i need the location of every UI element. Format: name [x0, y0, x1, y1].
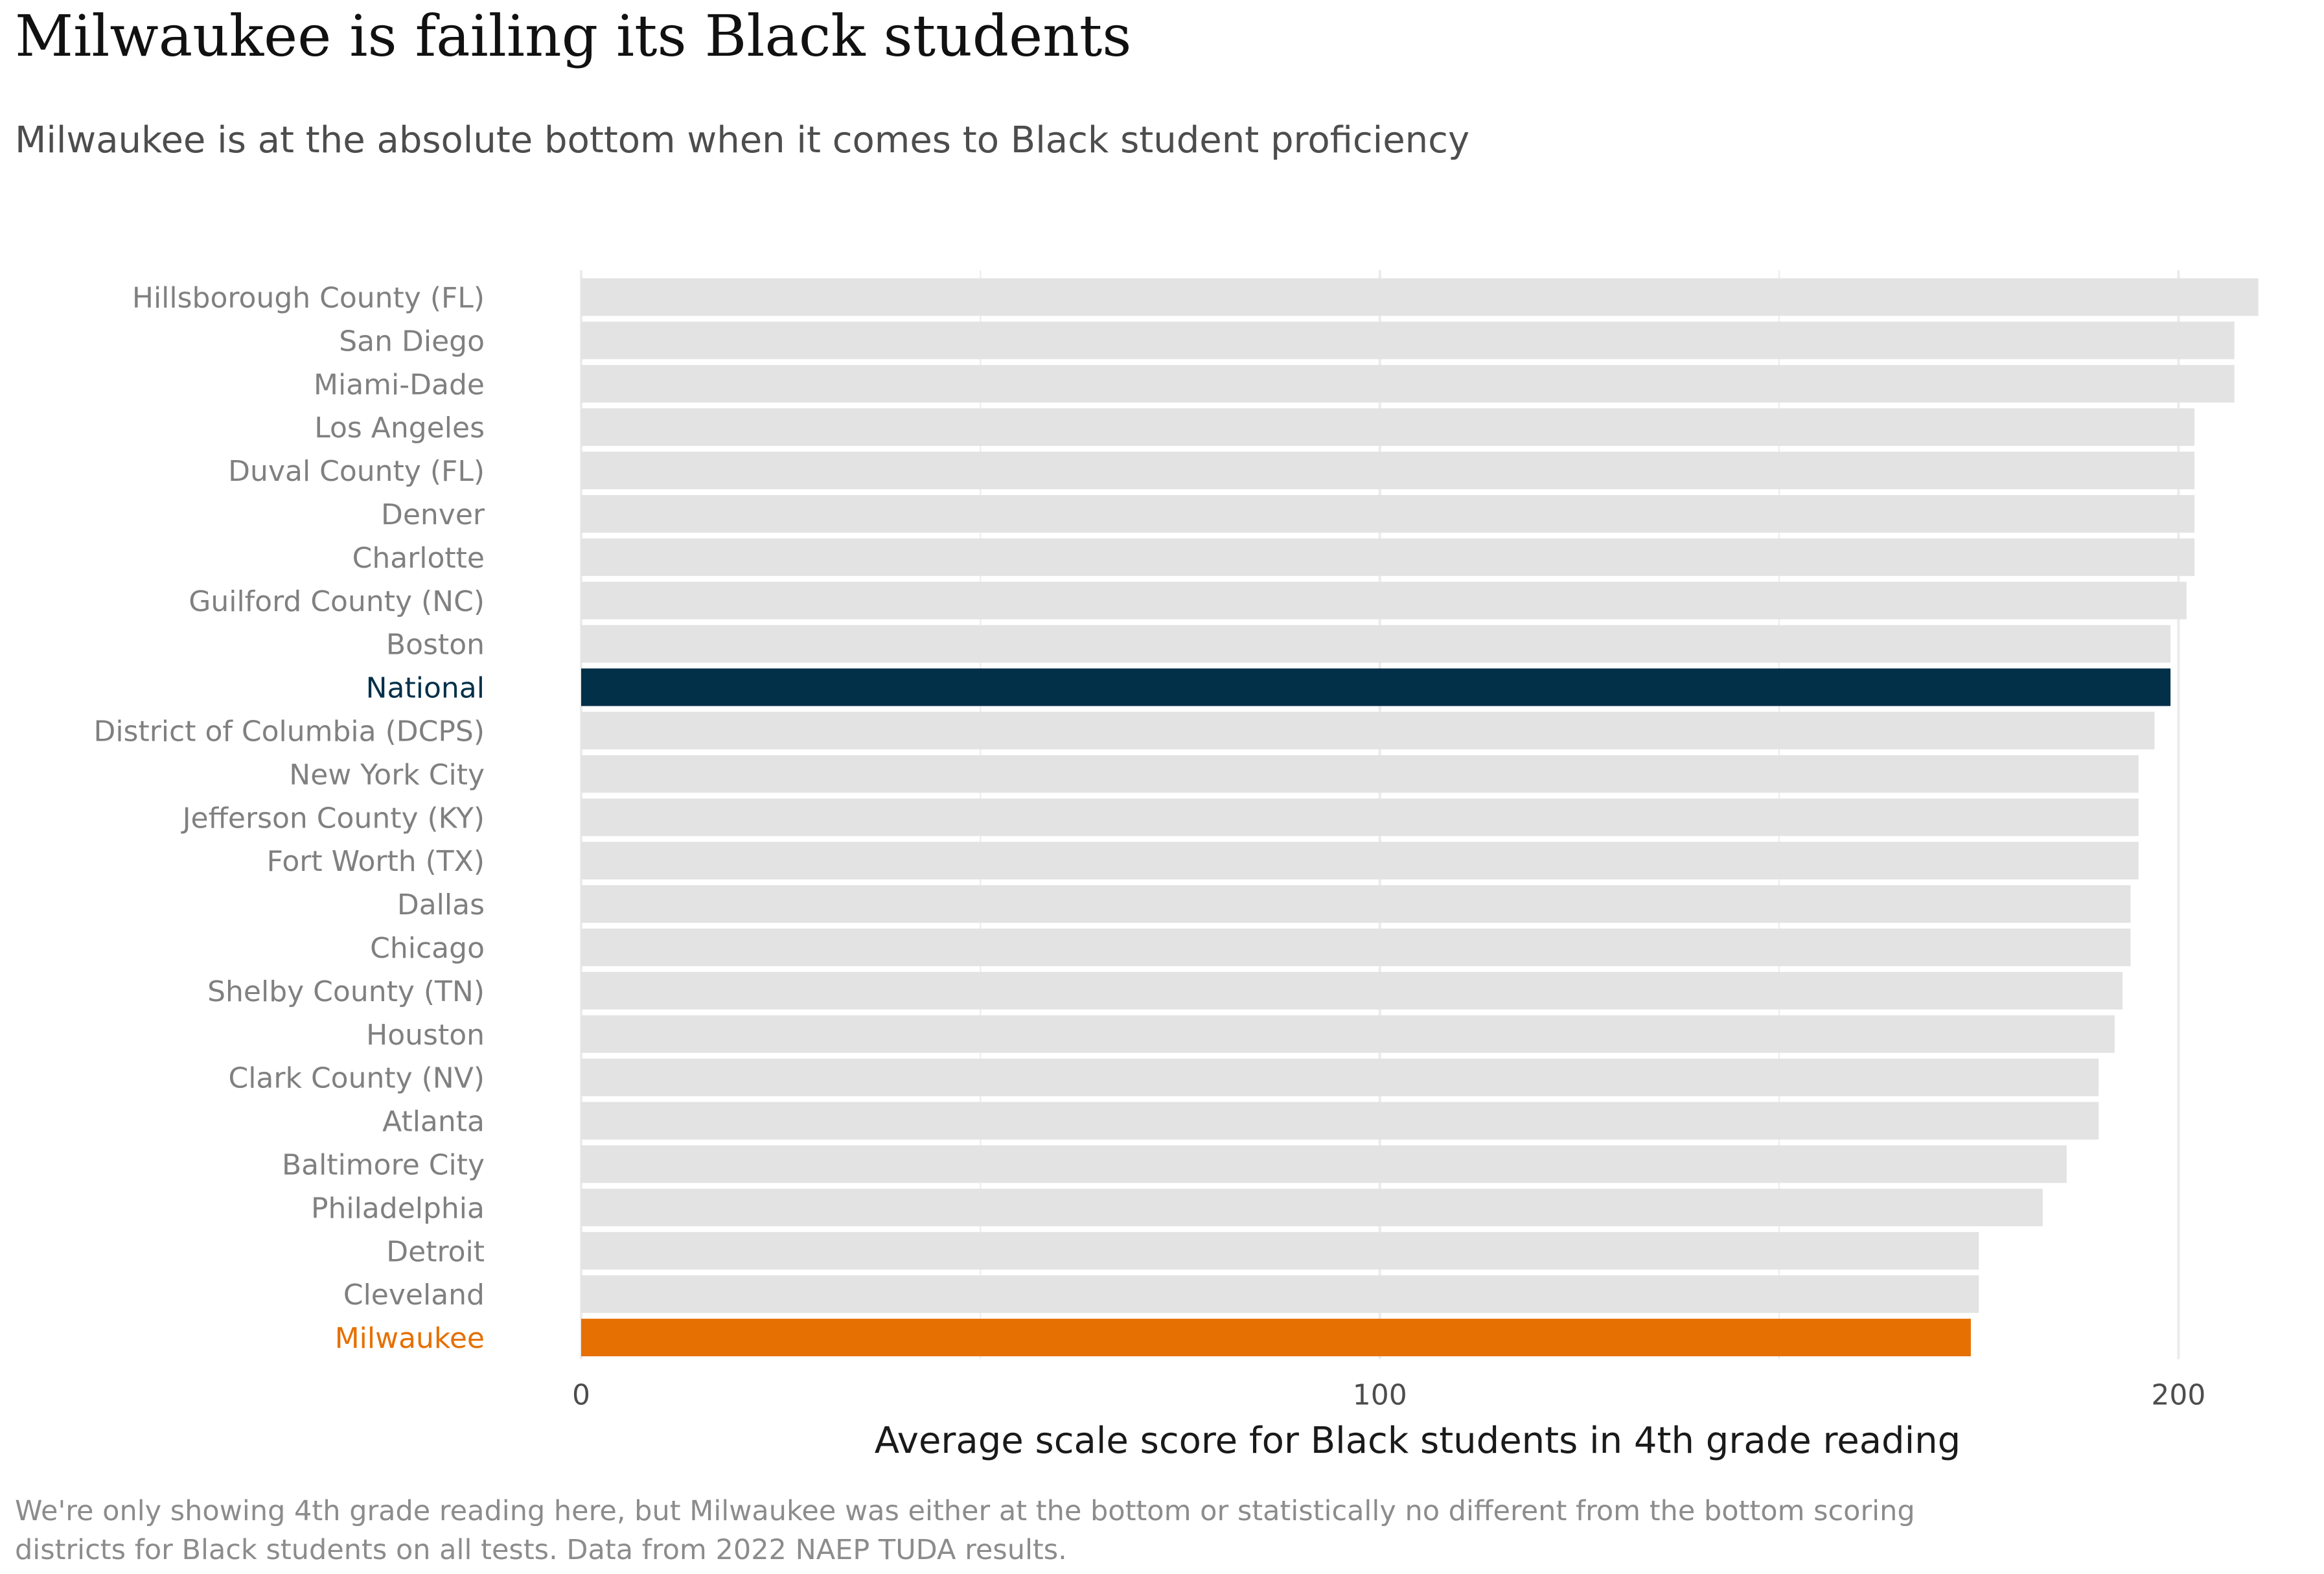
chart-subtitle: Milwaukee is at the absolute bottom when… — [15, 119, 1470, 161]
bar-boston — [581, 625, 2171, 663]
category-labels: Hillsborough County (FL) San Diego Miami-D… — [93, 281, 485, 1355]
bar-district-of-columbia-dcps — [581, 712, 2155, 750]
bar-dallas — [581, 885, 2131, 923]
x-tick-label: 200 — [2151, 1379, 2205, 1412]
category-label: Charlotte — [352, 542, 485, 575]
category-label: Detroit — [386, 1235, 485, 1268]
category-label: Hillsborough County (FL) — [132, 281, 485, 314]
category-label: New York City — [289, 758, 485, 791]
bar-hillsborough-county-fl — [581, 278, 2259, 316]
category-label: Fort Worth (TX) — [267, 845, 485, 878]
category-label: Clark County (NV) — [228, 1062, 485, 1095]
category-label: Milwaukee — [335, 1322, 485, 1355]
bar-duval-county-fl — [581, 452, 2195, 490]
category-label: Guilford County (NC) — [189, 585, 485, 618]
category-label: National — [366, 672, 485, 705]
bar-clark-county-nv — [581, 1058, 2099, 1096]
bar-miami-dade — [581, 365, 2235, 403]
bar-houston — [581, 1015, 2115, 1053]
category-label: Chicago — [370, 932, 485, 965]
bar-charlotte — [581, 538, 2195, 576]
bar-cleveland — [581, 1275, 1979, 1314]
bar-milwaukee — [581, 1319, 1971, 1357]
bar-detroit — [581, 1232, 1979, 1270]
category-label: Dallas — [397, 888, 485, 921]
bar-new-york-city — [581, 755, 2139, 793]
category-label: Boston — [386, 629, 485, 662]
category-label: San Diego — [339, 325, 485, 358]
category-label: Houston — [366, 1019, 485, 1052]
bar-chicago — [581, 928, 2131, 966]
category-label: Shelby County (TN) — [207, 975, 485, 1008]
bar-national — [581, 668, 2171, 706]
category-label: District of Columbia (DCPS) — [93, 715, 485, 748]
footnote: We're only showing 4th grade reading her… — [15, 1495, 1915, 1566]
category-label: Philadelphia — [311, 1192, 485, 1225]
bar-atlanta — [581, 1102, 2099, 1140]
bar-philadelphia — [581, 1188, 2043, 1227]
x-tick-label: 0 — [572, 1379, 590, 1412]
bar-chart: Hillsborough County (FL) San Diego Miami-D… — [93, 270, 2259, 1462]
category-label: Atlanta — [382, 1105, 485, 1139]
bar-jefferson-county-ky — [581, 798, 2139, 837]
category-label: Miami-Dade — [314, 368, 485, 401]
x-axis-title: Average scale score for Black students i… — [875, 1420, 1961, 1462]
bar-san-diego — [581, 321, 2235, 360]
category-label: Duval County (FL) — [228, 455, 485, 488]
x-tick-labels: 0 100 200 — [572, 1379, 2205, 1412]
bar-fort-worth-tx — [581, 842, 2139, 880]
category-label: Denver — [381, 498, 485, 531]
category-label: Jefferson County (KY) — [181, 802, 485, 835]
chart-title: Milwaukee is failing its Black students — [15, 3, 1132, 69]
bar-denver — [581, 494, 2195, 533]
bar-baltimore-city — [581, 1145, 2067, 1183]
bar-los-angeles — [581, 408, 2195, 446]
bar-shelby-county-tn — [581, 971, 2123, 1010]
x-tick-label: 100 — [1353, 1379, 1407, 1412]
bar-guilford-county-nc — [581, 581, 2187, 619]
category-label: Baltimore City — [282, 1148, 485, 1181]
category-label: Cleveland — [343, 1279, 485, 1312]
bars — [581, 278, 2259, 1357]
category-label: Los Angeles — [314, 411, 485, 445]
